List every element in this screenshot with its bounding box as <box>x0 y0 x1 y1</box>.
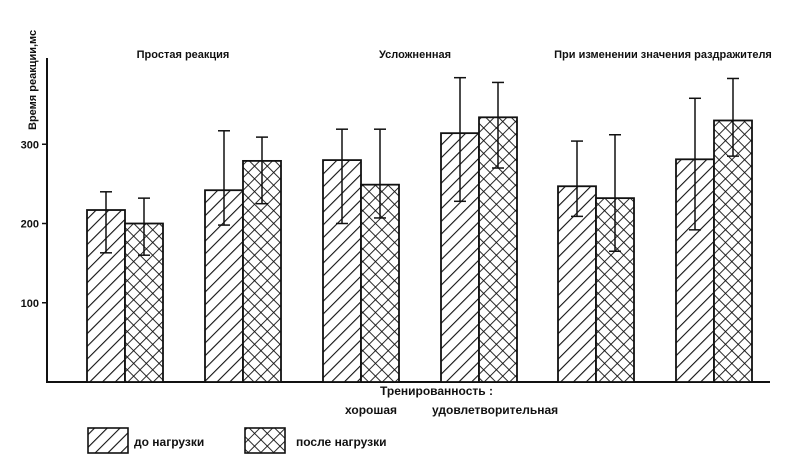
legend-swatch-before <box>87 427 129 454</box>
training-level-good: хорошая <box>345 403 397 417</box>
group-label: Простая реакция <box>137 49 230 61</box>
y-tick-label: 200 <box>21 219 39 231</box>
group-label: При изменении значения раздражителя <box>554 49 772 61</box>
training-level-satisfactory: удовлетворительная <box>432 403 558 417</box>
legend-swatch-after <box>244 427 286 454</box>
y-axis-label: Время реакции,мс <box>27 30 39 130</box>
y-tick-label: 100 <box>21 298 39 310</box>
bar-after <box>124 222 164 383</box>
training-title: Тренированность : <box>380 384 493 398</box>
y-tick-label: 300 <box>21 139 39 151</box>
bar-before <box>557 185 597 383</box>
group-label: Усложненная <box>379 49 451 61</box>
legend: до нагрузки после нагрузки <box>87 427 387 454</box>
bar-after <box>713 119 753 383</box>
legend-label-before: до нагрузки <box>134 435 204 449</box>
legend-label-after: после нагрузки <box>296 435 387 449</box>
